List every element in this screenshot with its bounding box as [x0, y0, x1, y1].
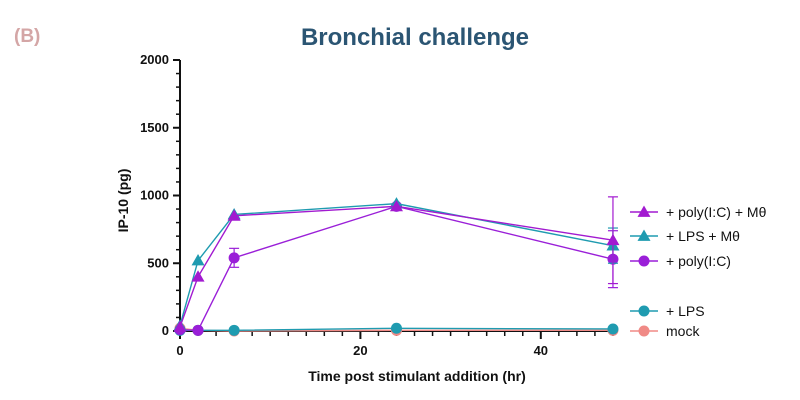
legend-item: + poly(I:C) + Mθ — [630, 204, 767, 220]
y-tick-label: 500 — [147, 255, 169, 270]
series-layer — [173, 196, 620, 337]
series-line — [179, 205, 614, 332]
x-tick-label: 20 — [353, 343, 367, 358]
legend-marker — [637, 229, 651, 241]
x-axis-label: Time post stimulant addition (hr) — [308, 368, 526, 384]
data-point — [228, 252, 240, 264]
y-tick-label: 1500 — [140, 120, 169, 135]
legend: + poly(I:C) + Mθ + LPS + Mθ + poly(I:C) + L… — [630, 204, 767, 339]
legend-item: + LPS — [630, 303, 705, 319]
legend-item: mock — [630, 323, 700, 339]
data-point — [389, 199, 403, 212]
legend-label: + LPS + Mθ — [666, 228, 740, 244]
legend-item: + poly(I:C) — [630, 253, 731, 269]
y-tick-label: 2000 — [140, 52, 169, 67]
y-tick-label: 1000 — [140, 188, 169, 203]
legend-marker — [638, 305, 650, 317]
legend-marker — [637, 205, 651, 217]
legend-marker — [638, 255, 650, 267]
series-line — [179, 202, 614, 326]
legend-marker — [638, 325, 650, 337]
legend-label: + poly(I:C) — [666, 253, 731, 269]
y-tick-label: 0 — [162, 323, 169, 338]
legend-label: mock — [666, 323, 700, 339]
data-point — [227, 209, 241, 221]
legend-label: + poly(I:C) + Mθ — [666, 204, 767, 220]
x-tick-label: 0 — [176, 343, 183, 358]
legend-label: + LPS — [666, 303, 705, 319]
data-point — [192, 324, 204, 336]
data-point — [228, 324, 240, 336]
data-point — [191, 254, 205, 266]
y-axis-label: IP-10 (pg) — [115, 169, 131, 233]
series-2 — [174, 200, 619, 336]
series-0 — [173, 196, 620, 332]
series-1 — [173, 197, 620, 331]
chart-title: Bronchial challenge — [300, 24, 530, 51]
x-tick-label: 40 — [534, 343, 548, 358]
data-point — [191, 270, 205, 282]
series-line — [179, 205, 614, 328]
data-point — [607, 323, 619, 335]
panel-label: (B) — [14, 26, 41, 47]
legend-item: + LPS + Mθ — [630, 228, 740, 244]
data-point — [606, 233, 620, 246]
data-point — [390, 322, 402, 334]
data-point — [173, 320, 187, 332]
